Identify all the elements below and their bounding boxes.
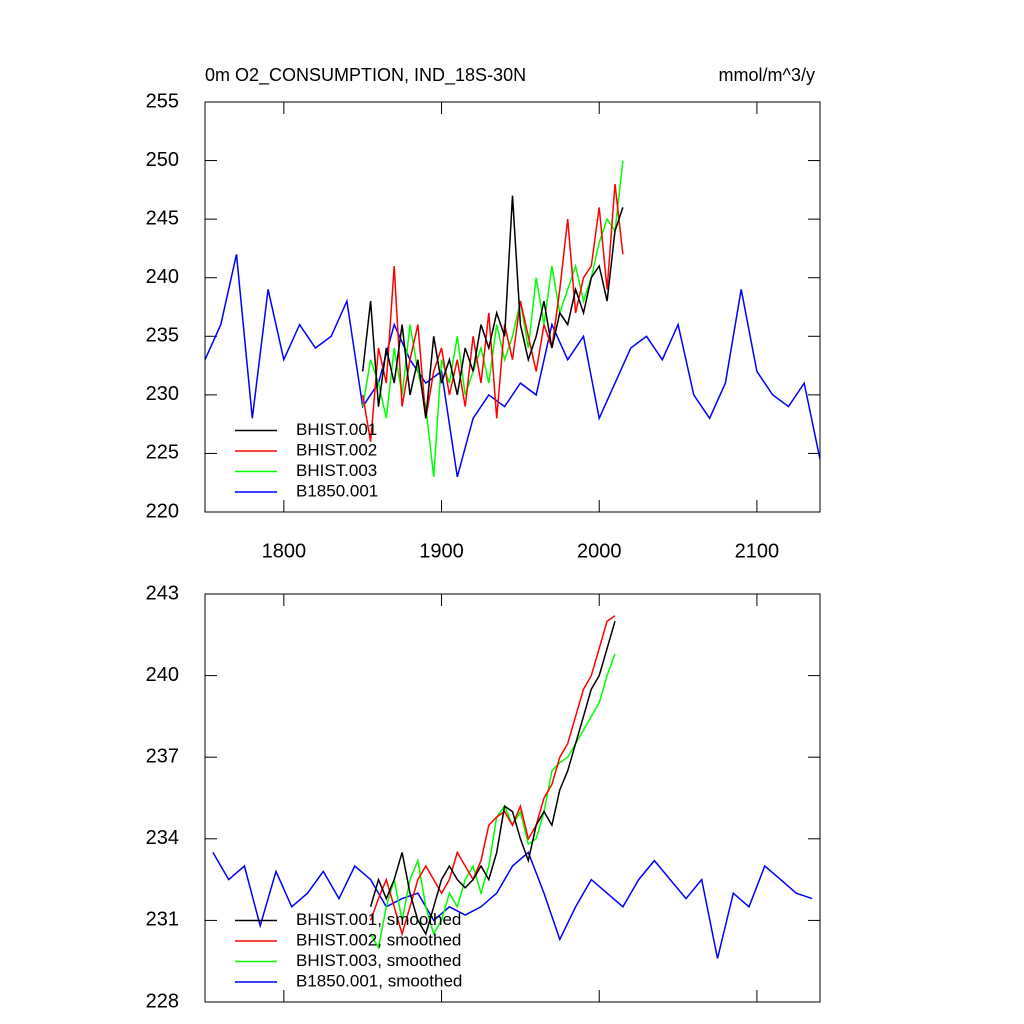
y-tick-label: 240 [146, 664, 179, 686]
x-tick-label: 2100 [735, 540, 780, 562]
series-line [361, 195, 624, 419]
legend-label: BHIST.001, smoothed [296, 910, 461, 929]
series-line [369, 620, 616, 936]
legend-label: BHIST.002 [296, 440, 377, 459]
series-line [369, 615, 616, 937]
series-line [205, 254, 820, 478]
legend-label: BHIST.003, smoothed [296, 951, 461, 970]
y-tick-label: 234 [146, 827, 179, 849]
legend-label: B1850.001, smoothed [296, 971, 462, 990]
legend-label: B1850.001 [296, 481, 378, 500]
series-line [361, 183, 624, 442]
y-tick-label: 235 [146, 325, 179, 347]
legend-label: BHIST.001 [296, 420, 377, 439]
y-tick-label: 250 [146, 149, 179, 171]
series-line [361, 160, 624, 477]
y-tick-label: 231 [146, 909, 179, 931]
plot-frame [204, 593, 821, 1003]
x-tick-label: 2000 [577, 540, 622, 562]
chart-title: 0m O2_CONSUMPTION, IND_18S-30N [205, 65, 526, 86]
y-tick-label: 228 [146, 990, 179, 1012]
series-line [212, 851, 813, 959]
legend-label: BHIST.002, smoothed [296, 930, 461, 949]
y-tick-label: 237 [146, 745, 179, 767]
legend-label: BHIST.003 [296, 461, 377, 480]
y-tick-label: 230 [146, 383, 179, 405]
y-tick-label: 220 [146, 500, 179, 522]
x-tick-label: 1800 [262, 540, 307, 562]
plot-frame [204, 101, 821, 513]
units-label: mmol/m^3/y [719, 65, 815, 85]
y-tick-label: 245 [146, 207, 179, 229]
y-tick-label: 225 [146, 442, 179, 464]
y-tick-label: 240 [146, 266, 179, 288]
y-tick-label: 255 [146, 90, 179, 112]
y-tick-label: 243 [146, 582, 179, 604]
x-tick-label: 1900 [419, 540, 464, 562]
